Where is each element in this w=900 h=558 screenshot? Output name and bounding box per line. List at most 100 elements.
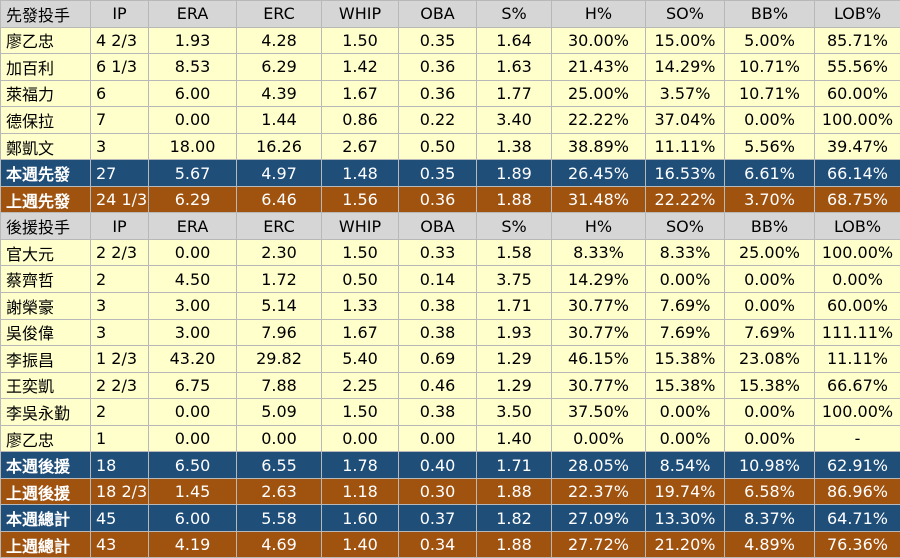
cell-s-pct: 1.88	[477, 186, 552, 213]
cell-ip: 3	[91, 133, 149, 160]
cell-h-pct: 30.77%	[552, 293, 646, 320]
cell-whip: 1.50	[322, 399, 399, 426]
cell-erc: 1.44	[237, 107, 322, 134]
column-header-lob-pct: LOB%	[815, 1, 900, 28]
cell-s-pct: 1.71	[477, 452, 552, 479]
cell-oba: 0.30	[399, 478, 477, 505]
column-header-erc: ERC	[237, 1, 322, 28]
cell-ip: 1	[91, 425, 149, 452]
cell-whip: 1.50	[322, 27, 399, 54]
cell-lob-pct: 100.00%	[815, 239, 900, 266]
cell-bb-pct: 10.98%	[725, 452, 815, 479]
pitcher-name-cell: 上週先發	[1, 186, 91, 213]
cell-ip: 2	[91, 399, 149, 426]
cell-era: 3.00	[149, 293, 237, 320]
cell-whip: 1.40	[322, 531, 399, 558]
cell-lob-pct: 60.00%	[815, 293, 900, 320]
section-header-label: 後援投手	[1, 213, 91, 240]
cell-erc: 4.97	[237, 160, 322, 187]
pitcher-name-cell: 李吳永勤	[1, 399, 91, 426]
cell-erc: 6.46	[237, 186, 322, 213]
cell-h-pct: 22.37%	[552, 478, 646, 505]
cell-s-pct: 1.29	[477, 346, 552, 373]
cell-s-pct: 1.38	[477, 133, 552, 160]
cell-s-pct: 1.29	[477, 372, 552, 399]
cell-s-pct: 3.40	[477, 107, 552, 134]
cell-era: 5.67	[149, 160, 237, 187]
cell-whip: 1.56	[322, 186, 399, 213]
column-header-whip: WHIP	[322, 1, 399, 28]
cell-h-pct: 30.77%	[552, 372, 646, 399]
cell-erc: 4.39	[237, 80, 322, 107]
cell-whip: 1.48	[322, 160, 399, 187]
cell-h-pct: 27.72%	[552, 531, 646, 558]
cell-lob-pct: -	[815, 425, 900, 452]
cell-bb-pct: 0.00%	[725, 266, 815, 293]
cell-s-pct: 1.88	[477, 531, 552, 558]
cell-so-pct: 7.69%	[646, 319, 725, 346]
cell-s-pct: 1.77	[477, 80, 552, 107]
cell-h-pct: 28.05%	[552, 452, 646, 479]
cell-lob-pct: 60.00%	[815, 80, 900, 107]
cell-so-pct: 15.38%	[646, 346, 725, 373]
cell-so-pct: 3.57%	[646, 80, 725, 107]
cell-so-pct: 19.74%	[646, 478, 725, 505]
cell-h-pct: 30.00%	[552, 27, 646, 54]
cell-bb-pct: 0.00%	[725, 399, 815, 426]
pitcher-name-cell: 上週後援	[1, 478, 91, 505]
cell-erc: 7.88	[237, 372, 322, 399]
pitcher-name-cell: 本週先發	[1, 160, 91, 187]
cell-s-pct: 1.89	[477, 160, 552, 187]
cell-oba: 0.38	[399, 293, 477, 320]
cell-era: 1.93	[149, 27, 237, 54]
cell-era: 8.53	[149, 54, 237, 81]
column-header-ip: IP	[91, 1, 149, 28]
cell-h-pct: 27.09%	[552, 505, 646, 532]
pitcher-name-cell: 本週後援	[1, 452, 91, 479]
cell-whip: 1.67	[322, 319, 399, 346]
cell-erc: 7.96	[237, 319, 322, 346]
cell-lob-pct: 64.71%	[815, 505, 900, 532]
cell-ip: 7	[91, 107, 149, 134]
pitcher-name-cell: 官大元	[1, 239, 91, 266]
cell-erc: 5.58	[237, 505, 322, 532]
cell-whip: 1.18	[322, 478, 399, 505]
pitcher-name-cell: 上週總計	[1, 531, 91, 558]
cell-oba: 0.36	[399, 80, 477, 107]
pitcher-name-cell: 蔡齊哲	[1, 266, 91, 293]
cell-so-pct: 8.54%	[646, 452, 725, 479]
cell-era: 4.50	[149, 266, 237, 293]
cell-ip: 1 2/3	[91, 346, 149, 373]
cell-s-pct: 1.93	[477, 319, 552, 346]
cell-whip: 0.00	[322, 425, 399, 452]
cell-h-pct: 38.89%	[552, 133, 646, 160]
cell-oba: 0.36	[399, 54, 477, 81]
cell-whip: 1.42	[322, 54, 399, 81]
column-header-so-pct: SO%	[646, 213, 725, 240]
cell-s-pct: 1.71	[477, 293, 552, 320]
column-header-ip: IP	[91, 213, 149, 240]
pitcher-name-cell: 王奕凱	[1, 372, 91, 399]
cell-ip: 18 2/3	[91, 478, 149, 505]
cell-ip: 2 2/3	[91, 239, 149, 266]
column-header-era: ERA	[149, 1, 237, 28]
pitcher-name-cell: 廖乙忠	[1, 425, 91, 452]
cell-bb-pct: 6.58%	[725, 478, 815, 505]
cell-s-pct: 1.63	[477, 54, 552, 81]
cell-lob-pct: 85.71%	[815, 27, 900, 54]
column-header-bb-pct: BB%	[725, 213, 815, 240]
cell-ip: 27	[91, 160, 149, 187]
cell-lob-pct: 100.00%	[815, 399, 900, 426]
cell-bb-pct: 23.08%	[725, 346, 815, 373]
cell-era: 3.00	[149, 319, 237, 346]
cell-lob-pct: 66.14%	[815, 160, 900, 187]
cell-era: 6.29	[149, 186, 237, 213]
cell-bb-pct: 0.00%	[725, 293, 815, 320]
cell-era: 0.00	[149, 399, 237, 426]
